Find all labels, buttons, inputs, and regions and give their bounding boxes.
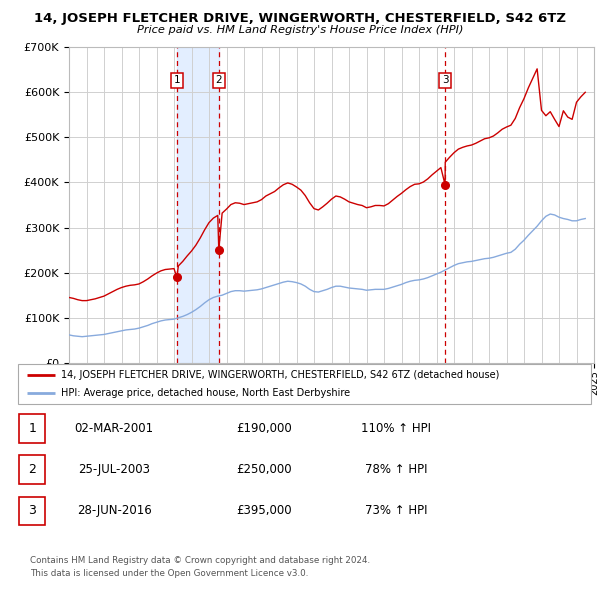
Text: Contains HM Land Registry data © Crown copyright and database right 2024.: Contains HM Land Registry data © Crown c… (30, 556, 370, 565)
FancyBboxPatch shape (19, 455, 46, 484)
Text: 73% ↑ HPI: 73% ↑ HPI (365, 504, 427, 517)
Text: £395,000: £395,000 (236, 504, 292, 517)
Bar (177, 47, 219, 363)
FancyBboxPatch shape (19, 414, 46, 442)
Text: 2: 2 (28, 463, 37, 476)
Text: 02-MAR-2001: 02-MAR-2001 (74, 422, 154, 435)
Text: 3: 3 (442, 76, 448, 86)
Text: 28-JUN-2016: 28-JUN-2016 (77, 504, 151, 517)
FancyBboxPatch shape (19, 497, 46, 525)
FancyBboxPatch shape (18, 364, 591, 404)
Text: 14, JOSEPH FLETCHER DRIVE, WINGERWORTH, CHESTERFIELD, S42 6TZ: 14, JOSEPH FLETCHER DRIVE, WINGERWORTH, … (34, 12, 566, 25)
Text: This data is licensed under the Open Government Licence v3.0.: This data is licensed under the Open Gov… (30, 569, 308, 578)
Text: Price paid vs. HM Land Registry's House Price Index (HPI): Price paid vs. HM Land Registry's House … (137, 25, 463, 35)
Text: HPI: Average price, detached house, North East Derbyshire: HPI: Average price, detached house, Nort… (61, 388, 350, 398)
Text: 1: 1 (28, 422, 37, 435)
Text: 14, JOSEPH FLETCHER DRIVE, WINGERWORTH, CHESTERFIELD, S42 6TZ (detached house): 14, JOSEPH FLETCHER DRIVE, WINGERWORTH, … (61, 370, 499, 380)
Text: 3: 3 (28, 504, 37, 517)
Text: 25-JUL-2003: 25-JUL-2003 (78, 463, 150, 476)
Text: 1: 1 (173, 76, 180, 86)
Text: 110% ↑ HPI: 110% ↑ HPI (361, 422, 431, 435)
Text: £190,000: £190,000 (236, 422, 292, 435)
Text: 78% ↑ HPI: 78% ↑ HPI (365, 463, 427, 476)
Text: 2: 2 (215, 76, 222, 86)
Text: £250,000: £250,000 (236, 463, 292, 476)
